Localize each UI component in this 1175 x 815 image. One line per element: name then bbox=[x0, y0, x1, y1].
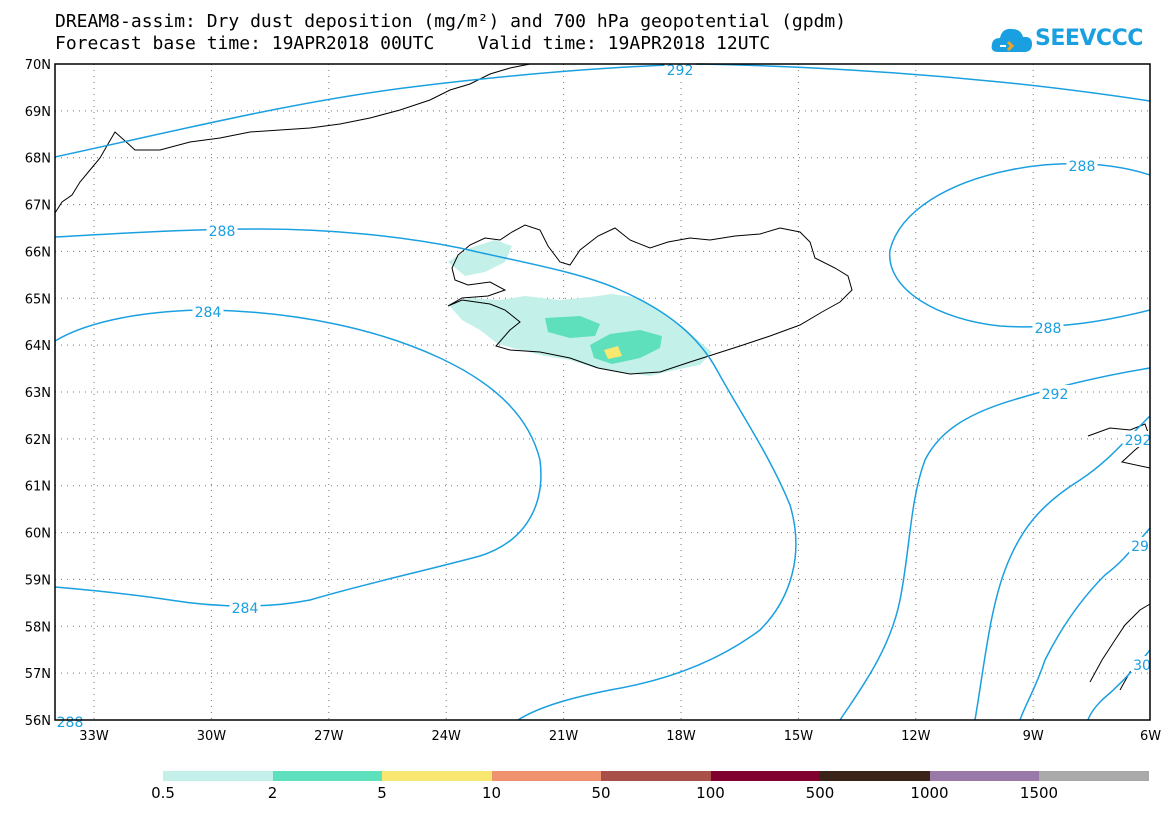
contour-label-bg bbox=[1066, 157, 1098, 173]
colorbar-label: 0.5 bbox=[151, 784, 175, 802]
contour-label-bg bbox=[54, 713, 86, 729]
colorbar-swatch bbox=[272, 771, 382, 781]
lat-label: 58N bbox=[25, 620, 51, 635]
contour-label-bg bbox=[1122, 431, 1154, 447]
contour-label: 288 bbox=[209, 224, 236, 240]
iceland-coast bbox=[447, 224, 853, 375]
contour-label: 292 bbox=[667, 63, 694, 79]
lon-label: 9W bbox=[1023, 729, 1044, 744]
greenland-coast bbox=[54, 63, 531, 214]
lon-label: 18W bbox=[666, 729, 696, 744]
contour-label-bg bbox=[1039, 385, 1071, 401]
contour-label: 284 bbox=[232, 601, 259, 617]
contour-label: 288 bbox=[1069, 159, 1096, 175]
lat-label: 67N bbox=[25, 199, 51, 214]
colorbar-swatch bbox=[601, 771, 711, 781]
contour-label-bg bbox=[192, 303, 224, 319]
colorbar-swatch bbox=[820, 771, 930, 781]
lat-label: 56N bbox=[25, 714, 51, 729]
lat-label: 69N bbox=[25, 105, 51, 120]
lon-label: 15W bbox=[784, 729, 814, 744]
colorbar-label: 1500 bbox=[1019, 784, 1059, 802]
contour-label-bg bbox=[1131, 656, 1153, 672]
colorbar-swatch bbox=[929, 771, 1039, 781]
lat-label: 68N bbox=[25, 152, 51, 167]
lon-label: 6W bbox=[1140, 729, 1161, 744]
contour-label: 288 bbox=[1035, 321, 1062, 337]
lat-label: 60N bbox=[25, 527, 51, 542]
cloud-icon bbox=[991, 28, 1032, 52]
contour-label: 29 bbox=[1131, 539, 1149, 555]
lat-label: 70N bbox=[25, 58, 51, 73]
contour-label: 30 bbox=[1133, 658, 1151, 674]
axis-labels: 70N 69N 68N 67N 66N 65N 64N 63N 62N 61N 60N 59N 58N 5… bbox=[25, 58, 1162, 744]
lat-label: 64N bbox=[25, 339, 51, 354]
colorbar-label: 500 bbox=[805, 784, 835, 802]
lat-label: 65N bbox=[25, 292, 51, 307]
map-subtitle: Forecast base time: 19APR2018 00UTC Vali… bbox=[55, 33, 771, 54]
colorbar-label: 10 bbox=[481, 784, 502, 802]
contour-label: 292 bbox=[1125, 433, 1152, 449]
colorbar-label: 100 bbox=[696, 784, 725, 802]
lat-label: 62N bbox=[25, 433, 51, 448]
lon-label: 33W bbox=[79, 729, 109, 744]
contour-label-bg bbox=[664, 61, 696, 77]
lat-label: 66N bbox=[25, 245, 51, 260]
lon-label: 30W bbox=[197, 729, 227, 744]
lon-label: 27W bbox=[314, 729, 344, 744]
colorbar-label: 50 bbox=[591, 784, 611, 802]
lat-label: 63N bbox=[25, 386, 51, 401]
contour-labels: 292 288 288 288 284 284 292 288 292 29 30 bbox=[54, 61, 1154, 731]
seevccc-logo: SEEVCCC bbox=[990, 22, 1143, 62]
contour-label: 284 bbox=[195, 305, 222, 321]
contour-label: 292 bbox=[1042, 387, 1069, 403]
graticule bbox=[55, 64, 1150, 720]
contour-label-bg bbox=[1129, 537, 1151, 553]
colorbar-swatch bbox=[491, 771, 601, 781]
contour-label-bg bbox=[229, 599, 261, 615]
contour-label: 288 bbox=[57, 715, 84, 731]
map-frame bbox=[54, 63, 1151, 721]
colorbar-label: 1000 bbox=[910, 784, 949, 802]
colorbar-swatch bbox=[710, 771, 820, 781]
lat-label: 59N bbox=[25, 573, 51, 588]
colorbar-swatch bbox=[1039, 771, 1149, 781]
contour-label-bg bbox=[206, 222, 238, 238]
lon-label: 21W bbox=[549, 729, 579, 744]
logo-text: SEEVCCC bbox=[1035, 26, 1143, 51]
lon-label: 24W bbox=[431, 729, 461, 744]
lat-label: 57N bbox=[25, 667, 51, 682]
colorbar bbox=[163, 771, 1149, 781]
colorbar-label: 5 bbox=[377, 784, 387, 802]
lat-label: 61N bbox=[25, 480, 51, 495]
lon-label: 12W bbox=[901, 729, 931, 744]
colorbar-swatch bbox=[382, 771, 492, 781]
colorbar-swatch bbox=[163, 771, 273, 781]
colorbar-label: 2 bbox=[267, 784, 278, 802]
dust-deposition bbox=[448, 240, 712, 376]
map-title: DREAM8-assim: Dry dust deposition (mg/m²… bbox=[55, 11, 847, 32]
contour-label-bg bbox=[1032, 319, 1064, 335]
